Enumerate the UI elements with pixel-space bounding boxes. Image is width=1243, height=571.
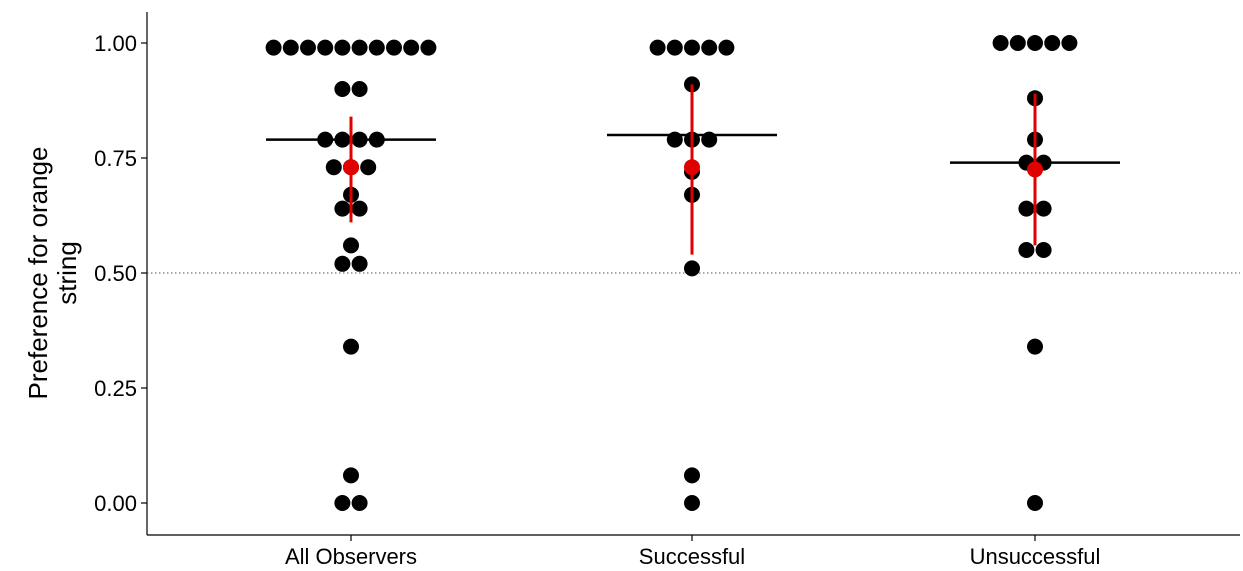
data-point <box>386 39 402 56</box>
data-point <box>334 39 351 56</box>
y-tick-label: 0.25 <box>94 376 137 401</box>
y-tick-label: 0.00 <box>94 491 137 516</box>
data-point <box>334 255 351 272</box>
data-point <box>1027 338 1043 355</box>
y-tick-label: 1.00 <box>94 31 137 56</box>
data-point <box>343 467 359 484</box>
data-point <box>992 35 1009 51</box>
data-point <box>649 39 666 56</box>
data-point <box>351 200 368 217</box>
data-point <box>1018 242 1035 258</box>
data-point <box>420 39 437 56</box>
data-point <box>334 81 351 97</box>
data-point <box>351 39 368 56</box>
data-point <box>666 39 683 56</box>
data-point <box>1044 35 1061 51</box>
data-point <box>1061 35 1078 51</box>
mean-point <box>684 159 700 176</box>
data-point <box>1027 35 1043 51</box>
data-point <box>334 200 351 217</box>
data-point <box>1035 242 1052 258</box>
data-point <box>300 39 316 56</box>
data-point <box>317 39 334 56</box>
data-point <box>368 39 385 56</box>
data-point <box>343 237 359 254</box>
y-axis-title-line-1: Preference for orange <box>23 147 53 400</box>
y-tick-label: 0.50 <box>94 261 137 286</box>
data-point <box>1009 35 1026 51</box>
data-point <box>684 495 700 511</box>
data-point <box>1035 200 1052 217</box>
data-point <box>701 39 718 56</box>
data-point <box>403 39 420 56</box>
data-point <box>351 495 368 511</box>
data-point <box>718 39 735 56</box>
data-point <box>684 39 700 56</box>
x-tick-label: Unsuccessful <box>970 544 1101 569</box>
data-point <box>334 495 351 511</box>
y-axis-title: Preference for orange string <box>23 147 82 400</box>
mean-point <box>343 159 359 176</box>
data-point <box>1027 495 1043 511</box>
data-point <box>360 159 377 176</box>
y-axis-title-line-2: string <box>52 241 82 305</box>
plot-area: 0.00 0.25 0.50 0.75 1.00 All Observers Success… <box>94 12 1240 569</box>
x-tick-label: All Observers <box>285 544 417 569</box>
data-point <box>1018 200 1035 217</box>
y-tick-label: 0.75 <box>94 146 137 171</box>
data-point <box>282 39 299 56</box>
data-point <box>325 159 342 176</box>
data-point <box>684 467 700 484</box>
data-point <box>684 260 700 277</box>
data-point <box>351 255 368 272</box>
data-point <box>265 39 282 56</box>
data-point <box>343 338 359 355</box>
x-tick-label: Successful <box>639 544 745 569</box>
data-point <box>351 81 368 97</box>
mean-point <box>1027 161 1043 178</box>
